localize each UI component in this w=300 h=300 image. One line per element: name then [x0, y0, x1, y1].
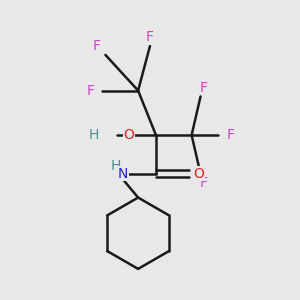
Text: F: F	[92, 39, 101, 53]
Text: H: H	[111, 159, 121, 173]
Text: H: H	[88, 128, 99, 142]
Text: F: F	[146, 30, 154, 44]
Text: N: N	[118, 167, 128, 181]
Text: F: F	[226, 128, 234, 142]
Text: F: F	[200, 176, 208, 190]
Text: F: F	[87, 84, 94, 98]
Text: O: O	[194, 167, 205, 181]
Text: O: O	[123, 128, 134, 142]
Text: F: F	[200, 81, 208, 94]
